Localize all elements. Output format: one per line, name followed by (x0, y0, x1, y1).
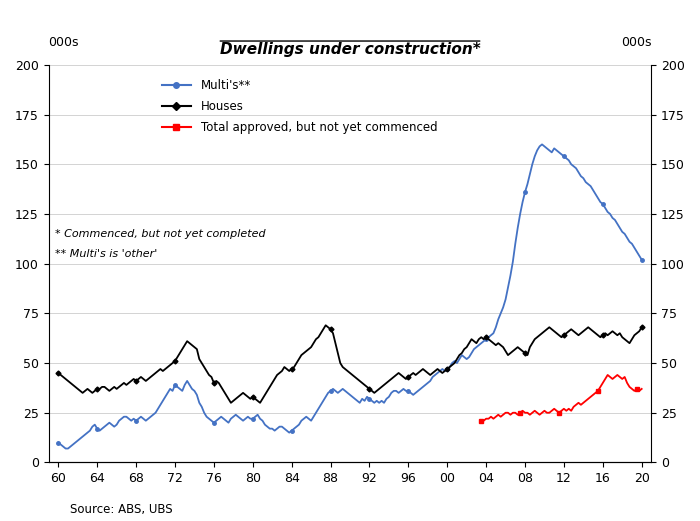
Text: 000s: 000s (621, 36, 652, 49)
Title: Dwellings under construction*: Dwellings under construction* (220, 42, 480, 57)
Legend: Multi's**, Houses, Total approved, but not yet commenced: Multi's**, Houses, Total approved, but n… (157, 75, 442, 139)
Text: Source: ABS, UBS: Source: ABS, UBS (70, 503, 173, 516)
Text: 000s: 000s (48, 36, 79, 49)
Text: * Commenced, but not yet completed: * Commenced, but not yet completed (55, 229, 265, 239)
Text: ** Multi's is 'other': ** Multi's is 'other' (55, 249, 157, 259)
